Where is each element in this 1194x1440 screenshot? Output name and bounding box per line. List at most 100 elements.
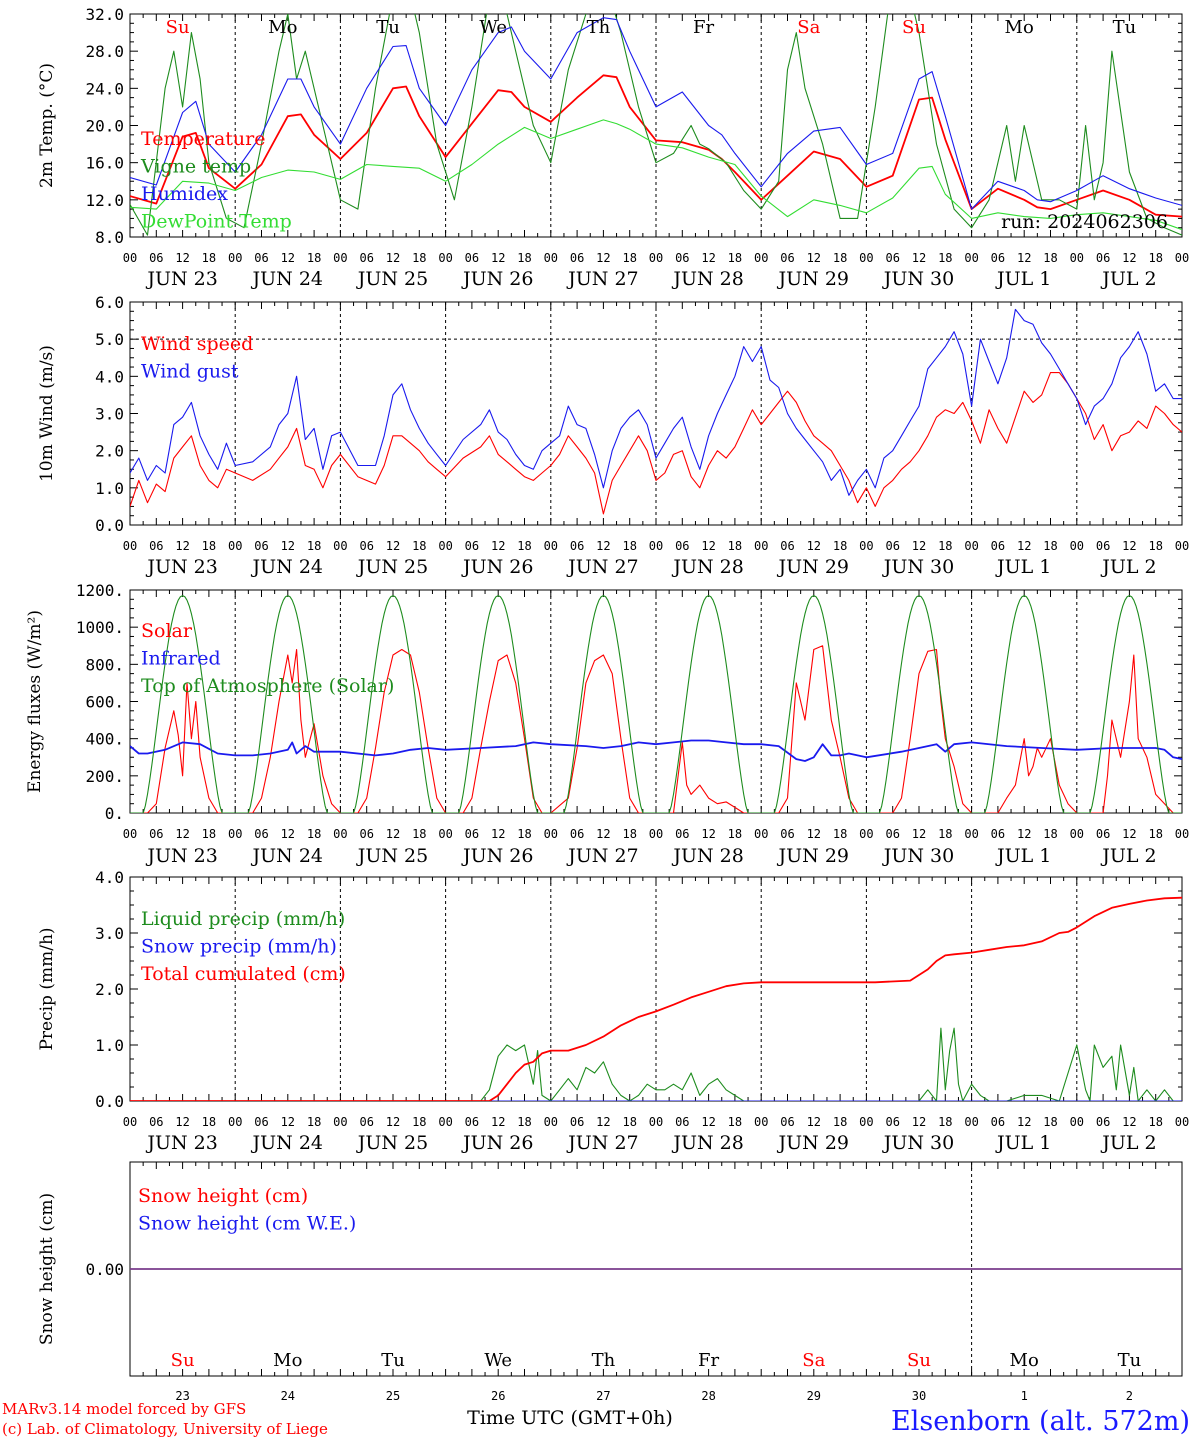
plot-area xyxy=(130,14,1182,236)
hour-tick-label: 18 xyxy=(307,251,321,265)
y-tick-label: 5.0 xyxy=(95,330,124,349)
hour-tick-label: 00 xyxy=(1175,539,1189,553)
y-tick-label: 1200. xyxy=(76,581,124,600)
date-label: JUN 28 xyxy=(671,268,743,290)
hour-tick-label: 00 xyxy=(649,827,663,841)
y-tick-label: 0. xyxy=(105,804,124,823)
day-name: Su xyxy=(171,1350,195,1371)
hour-tick-label: 18 xyxy=(833,251,847,265)
hour-tick-label: 12 xyxy=(386,251,400,265)
hour-tick-label: 06 xyxy=(465,539,479,553)
hour-tick-label: 06 xyxy=(254,1115,268,1129)
hour-tick-label: 18 xyxy=(833,827,847,841)
date-label: JUN 25 xyxy=(356,268,428,290)
hour-tick-label: 00 xyxy=(754,251,768,265)
hour-tick-label: 00 xyxy=(438,1115,452,1129)
hour-tick-label: 18 xyxy=(1148,539,1162,553)
hour-tick-label: 18 xyxy=(307,1115,321,1129)
y-tick-label: 4.0 xyxy=(95,868,124,887)
legend-entry: Snow precip (mm/h) xyxy=(141,936,337,958)
time-axis-title: Time UTC (GMT+0h) xyxy=(467,1407,673,1429)
hour-tick-label: 12 xyxy=(912,827,926,841)
hour-tick-label: 12 xyxy=(912,251,926,265)
legend-entry: Solar xyxy=(141,620,193,642)
y-tick-label: 400. xyxy=(85,730,124,749)
hour-tick-label: 12 xyxy=(596,539,610,553)
y-tick-label: 24.0 xyxy=(85,79,124,98)
hour-tick-label: 00 xyxy=(754,1115,768,1129)
hour-tick-label: 00 xyxy=(964,827,978,841)
hour-tick-label: 12 xyxy=(596,251,610,265)
hour-tick-label: 12 xyxy=(386,827,400,841)
hour-tick-label: 00 xyxy=(859,539,873,553)
day-name: Tu xyxy=(376,17,400,38)
legend-entry: Wind gust xyxy=(141,361,239,383)
hour-tick-label: 00 xyxy=(1175,251,1189,265)
hour-tick-label: 06 xyxy=(570,251,584,265)
date-label: JUN 23 xyxy=(145,268,217,290)
hour-tick-label: 18 xyxy=(833,1115,847,1129)
y-tick-label: 0.0 xyxy=(95,1092,124,1111)
hour-tick-label: 06 xyxy=(149,827,163,841)
y-tick-label: 1.0 xyxy=(95,479,124,498)
date-label: JUL 2 xyxy=(1100,845,1156,867)
date-label: JUN 26 xyxy=(461,1132,533,1154)
date-label: JUN 30 xyxy=(882,268,954,290)
y-tick-label: 800. xyxy=(85,655,124,674)
y-axis-title: 2m Temp. (°C) xyxy=(37,63,57,188)
hour-tick-label: 12 xyxy=(596,827,610,841)
date-label: JUN 24 xyxy=(251,845,323,867)
hour-tick-label: 12 xyxy=(281,539,295,553)
series-line xyxy=(130,119,1182,231)
day-name: Fr xyxy=(693,17,714,38)
legend-entry: Total cumulated (cm) xyxy=(141,963,346,985)
hour-tick-label: 12 xyxy=(491,1115,505,1129)
hour-tick-label: 06 xyxy=(991,251,1005,265)
date-label: JUN 27 xyxy=(566,268,638,290)
hour-tick-label: 12 xyxy=(175,251,189,265)
date-label: JUL 1 xyxy=(995,1132,1051,1154)
date-label: JUN 27 xyxy=(566,1132,638,1154)
hour-tick-label: 06 xyxy=(359,251,373,265)
date-label: JUL 2 xyxy=(1100,1132,1156,1154)
hour-tick-label: 12 xyxy=(491,539,505,553)
day-number: 2 xyxy=(1126,1389,1133,1403)
hour-tick-label: 06 xyxy=(570,827,584,841)
hour-tick-label: 06 xyxy=(675,251,689,265)
day-name: Tu xyxy=(1118,1350,1142,1371)
hour-tick-label: 18 xyxy=(307,539,321,553)
hour-tick-label: 18 xyxy=(1043,251,1057,265)
hour-tick-label: 12 xyxy=(491,827,505,841)
hour-tick-label: 06 xyxy=(465,827,479,841)
hour-tick-label: 18 xyxy=(1043,539,1057,553)
hour-tick-label: 12 xyxy=(281,251,295,265)
date-label: JUN 23 xyxy=(145,556,217,578)
hour-tick-label: 06 xyxy=(465,251,479,265)
y-tick-label: 4.0 xyxy=(95,367,124,386)
y-tick-label: 1.0 xyxy=(95,1036,124,1055)
hour-tick-label: 18 xyxy=(728,539,742,553)
hour-tick-label: 06 xyxy=(254,827,268,841)
hour-tick-label: 18 xyxy=(728,1115,742,1129)
hour-tick-label: 00 xyxy=(438,251,452,265)
day-number: 27 xyxy=(596,1389,610,1403)
hour-tick-label: 06 xyxy=(780,251,794,265)
date-label: JUL 1 xyxy=(995,556,1051,578)
hour-tick-label: 06 xyxy=(991,539,1005,553)
hour-tick-label: 12 xyxy=(1122,539,1136,553)
hour-tick-label: 00 xyxy=(859,827,873,841)
day-number: 23 xyxy=(175,1389,189,1403)
hour-tick-label: 18 xyxy=(622,827,636,841)
hour-tick-label: 18 xyxy=(938,251,952,265)
legend-entry: Humidex xyxy=(141,183,228,205)
hour-tick-label: 12 xyxy=(596,1115,610,1129)
hour-tick-label: 12 xyxy=(1017,539,1031,553)
day-number: 29 xyxy=(807,1389,821,1403)
hour-tick-label: 00 xyxy=(438,539,452,553)
hour-tick-label: 12 xyxy=(807,1115,821,1129)
date-label: JUN 26 xyxy=(461,268,533,290)
y-tick-label: 2.0 xyxy=(95,442,124,461)
panel-2: 00 06 12 18 00 06 12 18 00 06 12 18 00 06 12 18 00 06 12 18… xyxy=(37,293,1189,578)
day-name: Mo xyxy=(268,17,297,38)
